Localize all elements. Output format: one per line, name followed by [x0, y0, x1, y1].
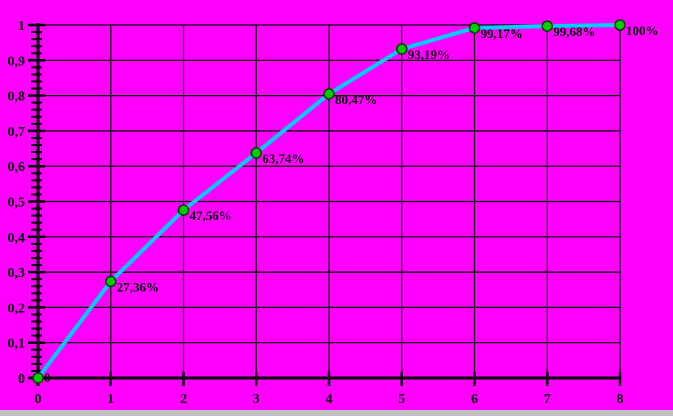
data-point-marker	[323, 88, 335, 100]
data-point-label: 99,17%	[481, 26, 523, 41]
y-axis-tick-label: 0,9	[8, 54, 26, 69]
axes	[29, 23, 621, 386]
data-point-label: 47,56%	[190, 208, 232, 223]
axis-ticks	[28, 23, 622, 386]
x-axis-tick-label: 7	[544, 392, 551, 407]
x-axis-tick-label: 5	[398, 392, 405, 407]
y-axis-tick-label: 0,2	[8, 301, 26, 316]
bottom-edge-strip	[0, 410, 673, 416]
x-axis-tick-label: 2	[180, 392, 187, 407]
y-axis-tick-labels: 0 0,1 0,2 0,3 0,4 0,5 0,6 0,7 0,8 0,9 1	[8, 19, 26, 387]
data-point-label: 80,47%	[335, 92, 377, 107]
y-axis-tick-label: 0,5	[8, 196, 26, 211]
y-axis-tick-label: 0,1	[8, 337, 26, 352]
x-axis-tick-labels: 0 1 2 3 4 5 6 7 8	[35, 392, 624, 407]
x-axis-tick-label: 1	[107, 392, 114, 407]
data-point-marker	[541, 20, 554, 32]
data-point-marker	[104, 275, 117, 288]
data-point-label: 0	[44, 370, 51, 385]
data-point-marker	[177, 204, 190, 216]
y-axis-tick-label: 1	[18, 19, 25, 34]
y-axis-tick-label: 0,4	[8, 231, 26, 246]
data-point-label: 93,19%	[408, 47, 450, 62]
y-axis-tick-label: 0	[18, 372, 25, 387]
data-point-marker	[395, 43, 408, 55]
data-points: 0 27,36% 47,56% 63,74% 80,47% 93,19% 99,17% 99,…	[32, 19, 659, 385]
data-point-label: 27,36%	[117, 279, 159, 294]
x-axis-tick-label: 8	[617, 392, 624, 407]
y-axis-tick-label: 0,3	[8, 266, 26, 281]
data-point-marker	[614, 19, 626, 31]
data-point-label: 99,68%	[553, 24, 595, 39]
gridlines	[38, 24, 621, 378]
y-axis-tick-label: 0,6	[8, 160, 26, 175]
data-point-marker	[250, 147, 263, 159]
x-axis-tick-label: 6	[471, 392, 478, 407]
x-axis-tick-label: 3	[253, 392, 260, 407]
data-point-label: 100%	[626, 23, 659, 38]
y-axis-tick-label: 0,8	[8, 90, 26, 105]
x-axis-tick-label: 0	[35, 392, 42, 407]
y-axis-tick-label: 0,7	[8, 125, 26, 140]
data-point-marker	[32, 372, 44, 384]
x-axis-tick-label: 4	[326, 392, 333, 407]
data-point-label: 63,74%	[262, 151, 304, 166]
data-point-marker	[468, 22, 481, 34]
